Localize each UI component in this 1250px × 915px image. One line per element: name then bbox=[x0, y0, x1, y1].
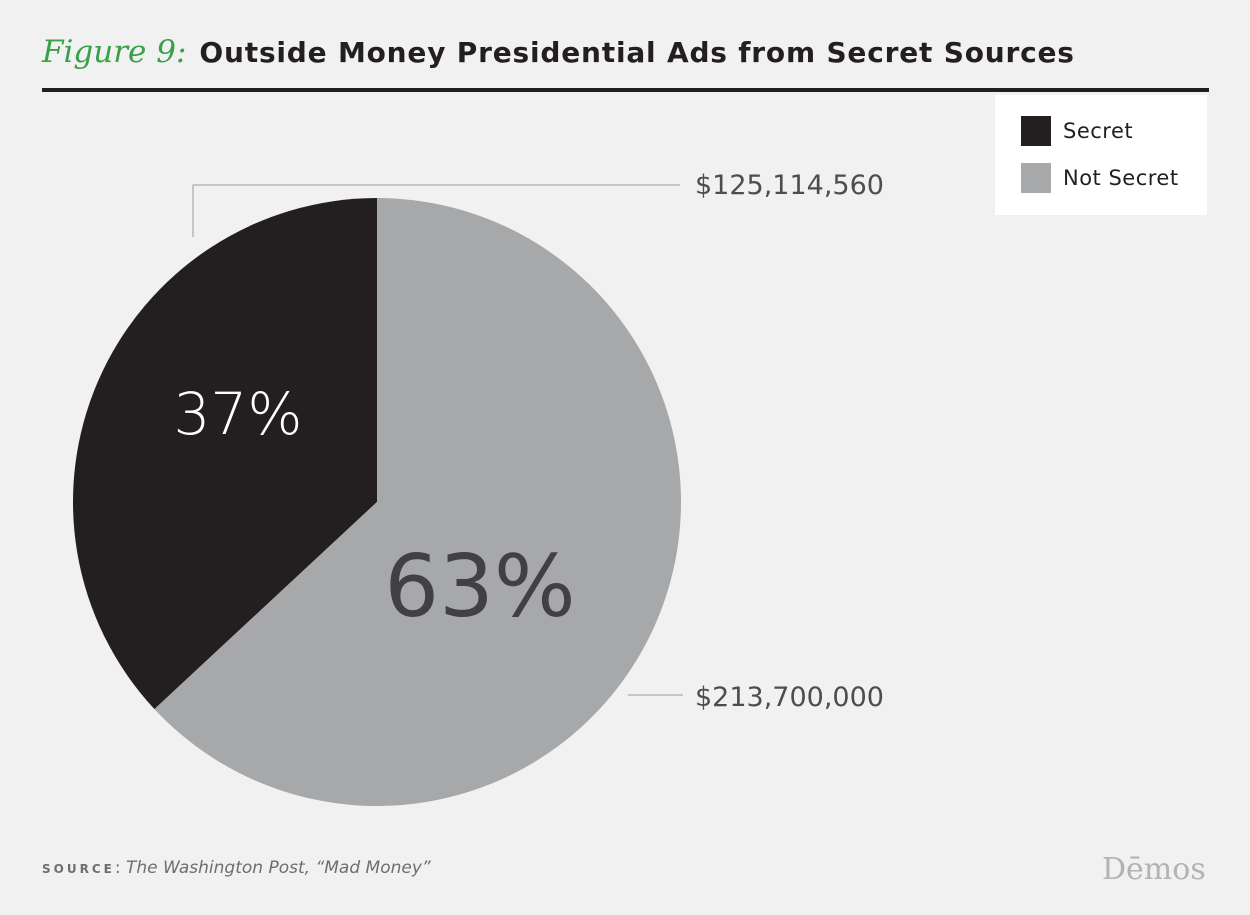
source-colon: : bbox=[114, 858, 126, 878]
value-label-not-secret: $213,700,000 bbox=[695, 682, 884, 713]
chart-title-row: Figure 9: Outside Money Presidential Ads… bbox=[42, 34, 1075, 78]
demos-logo: Dēmos bbox=[1102, 852, 1206, 887]
legend-item-not-secret: Not Secret bbox=[1021, 163, 1179, 193]
legend-label-not-secret: Not Secret bbox=[1063, 166, 1179, 190]
legend-item-secret: Secret bbox=[1021, 116, 1133, 146]
figure-label: Figure 9: bbox=[42, 34, 187, 70]
chart-title: Outside Money Presidential Ads from Secr… bbox=[199, 36, 1075, 69]
legend-swatch-not-secret bbox=[1021, 163, 1051, 193]
pie-slice-not-secret bbox=[154, 198, 681, 806]
chart-legend: Secret Not Secret bbox=[995, 95, 1207, 215]
legend-swatch-secret bbox=[1021, 116, 1051, 146]
source-note: SOURCE: The Washington Post, “Mad Money” bbox=[42, 858, 431, 878]
legend-label-secret: Secret bbox=[1063, 119, 1134, 143]
percent-label-not-secret: 63% bbox=[384, 537, 575, 637]
pie-slice-secret bbox=[72, 198, 377, 710]
value-label-secret: $125,114,560 bbox=[695, 170, 884, 201]
leader-line-secret bbox=[192, 184, 680, 237]
source-key: SOURCE bbox=[42, 862, 115, 876]
percent-label-secret: 37% bbox=[174, 380, 303, 448]
source-text: The Washington Post, “Mad Money” bbox=[125, 858, 431, 878]
title-divider bbox=[42, 88, 1209, 92]
